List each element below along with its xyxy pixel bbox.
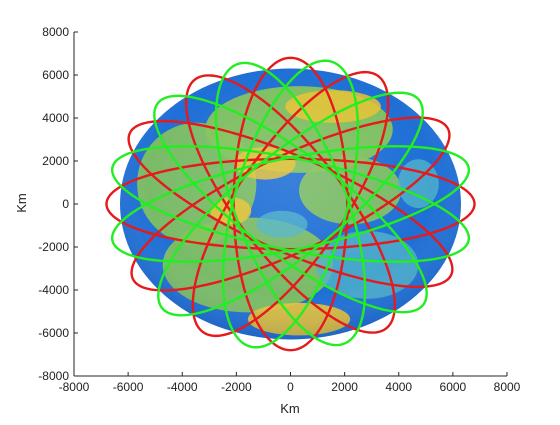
green-orbit-track xyxy=(157,91,424,317)
y-tick-label: -4000 xyxy=(38,283,69,297)
earth-globe xyxy=(120,68,461,340)
y-axis-label: Km xyxy=(14,193,29,213)
x-tick-label: 0 xyxy=(287,380,294,394)
green-orbit-track xyxy=(110,145,471,263)
y-tick-label: 6000 xyxy=(42,68,69,82)
x-axis-label: Km xyxy=(280,401,300,416)
orbit-tracks xyxy=(105,56,476,352)
y-tick-label: -8000 xyxy=(38,369,69,383)
x-tick-label: -2000 xyxy=(221,380,252,394)
y-tick-label: 4000 xyxy=(42,111,69,125)
x-tick-label: 2000 xyxy=(331,380,358,394)
red-orbit-track xyxy=(232,56,349,352)
red-orbit-track xyxy=(105,157,476,251)
x-tick-label: -6000 xyxy=(113,380,144,394)
globe-shading xyxy=(120,68,461,340)
y-tick-label: 2000 xyxy=(42,154,69,168)
green-orbit-track xyxy=(110,145,471,263)
y-tick-label: 8000 xyxy=(42,25,69,39)
x-tick-label: 8000 xyxy=(494,380,521,394)
x-tick-label: 6000 xyxy=(440,380,467,394)
ticks: -8000 -6000 -4000 -2000 0 2000 4000 6000 8000 -80… xyxy=(38,25,520,394)
green-orbit-track xyxy=(214,61,367,347)
y-tick-label: -6000 xyxy=(38,326,69,340)
red-orbit-track xyxy=(127,119,454,289)
y-tick-label: 0 xyxy=(62,197,69,211)
red-orbit-track xyxy=(184,74,397,334)
x-tick-label: -4000 xyxy=(167,380,198,394)
red-orbit-track xyxy=(130,116,451,292)
x-tick-label: 4000 xyxy=(385,380,412,394)
green-orbit-track xyxy=(153,94,428,314)
y-tick-label: -2000 xyxy=(38,240,69,254)
x-tick-label: -8000 xyxy=(59,380,90,394)
